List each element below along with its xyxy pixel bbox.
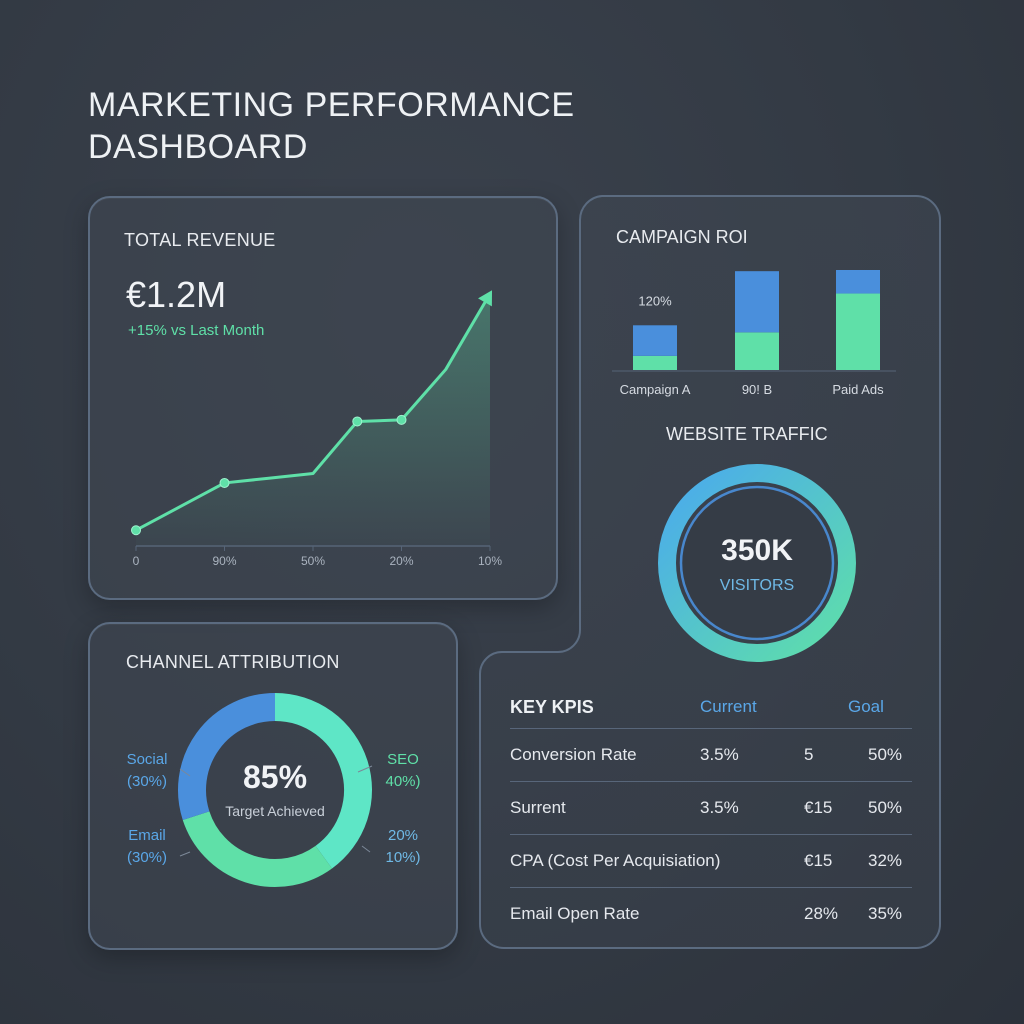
channel-attribution-card: CHANNEL ATTRIBUTION 85% Target Achieved So… <box>88 622 458 950</box>
kpi-goal: 50% <box>868 745 903 764</box>
traffic-ring-outer <box>658 464 856 662</box>
revenue-area-fill <box>136 293 490 546</box>
kpi-table-title: KEY KPIS <box>510 697 594 717</box>
revenue-x-tick-label: 90% <box>212 554 236 568</box>
channel-attribution-donut: 85% Target Achieved Social (30%) Email (30%) S… <box>127 693 421 887</box>
roi-category-label: Campaign A <box>620 382 691 397</box>
roi-bar-segment <box>633 325 677 356</box>
revenue-x-tick-label: 0 <box>133 554 140 568</box>
channel-label: 20% <box>388 827 418 844</box>
roi-bar-segment <box>836 293 880 370</box>
donut-center-label: Target Achieved <box>225 803 325 819</box>
kpi-mid: 5 <box>804 745 814 764</box>
donut-slice <box>182 810 333 887</box>
page-title: MARKETING PERFORMANCE DASHBOARD <box>88 84 688 168</box>
revenue-x-tick-label: 10% <box>478 554 502 568</box>
roi-bar-segment <box>735 271 779 333</box>
roi-bar-segment <box>836 270 880 294</box>
roi-bar-segment <box>633 355 677 370</box>
channel-attribution-title: CHANNEL ATTRIBUTION <box>126 652 340 672</box>
revenue-x-tick-label: 20% <box>389 554 413 568</box>
kpi-name: Conversion Rate <box>510 745 637 764</box>
revenue-data-point <box>352 416 363 427</box>
kpi-row: CPA (Cost Per Acquisiation) €15 32% <box>510 835 912 888</box>
kpi-row: Email Open Rate 28% 35% <box>510 888 912 940</box>
channel-label: Email <box>128 827 166 844</box>
traffic-value: 350K <box>721 534 793 567</box>
channel-label-percent: (30%) <box>127 773 167 790</box>
kpi-name: Email Open Rate <box>510 904 640 923</box>
revenue-series-line <box>134 292 492 532</box>
channel-leader-line <box>361 845 371 853</box>
total-revenue-value: €1.2M <box>126 274 227 315</box>
campaign-roi-bar-chart: 120%Campaign A920%90! B180%Paid Ads <box>612 270 896 397</box>
revenue-change-label: +15% vs Last Month <box>128 322 265 339</box>
channel-label-percent: (30%) <box>127 849 167 866</box>
traffic-label: VISITORS <box>720 577 794 594</box>
channel-label: SEO <box>387 751 419 768</box>
channel-label-percent: 10%) <box>385 849 420 866</box>
kpi-mid: €15 <box>804 798 833 817</box>
revenue-arrow-head <box>478 290 493 307</box>
website-traffic-title: WEBSITE TRAFFIC <box>666 424 828 444</box>
kpi-mid: 28% <box>804 904 839 923</box>
traffic-ring-inner-fill <box>681 487 833 639</box>
revenue-x-tick-label: 50% <box>301 554 325 568</box>
roi-value-label: 120% <box>638 293 672 308</box>
website-traffic-ring: 350K VISITORS <box>658 464 856 662</box>
kpi-mid: €15 <box>804 851 833 870</box>
kpi-name: Surrent <box>510 798 566 817</box>
donut-slice <box>274 693 372 869</box>
total-revenue-card: TOTAL REVENUE €1.2M +15% vs Last Month 0… <box>88 196 558 600</box>
kpi-current: 3.5% <box>700 798 739 817</box>
kpi-goal: 35% <box>868 904 903 923</box>
channel-leader-line <box>357 765 373 773</box>
channel-label: Social <box>127 751 168 768</box>
total-revenue-title: TOTAL REVENUE <box>124 230 276 250</box>
kpi-col-goal: Goal <box>848 697 884 716</box>
revenue-data-point <box>131 525 141 536</box>
revenue-data-point <box>396 414 407 425</box>
kpi-row: Conversion Rate 3.5% 5 50% <box>510 729 912 782</box>
channel-leader-line <box>179 768 191 777</box>
campaign-roi-title: CAMPAIGN ROI <box>616 227 748 247</box>
revenue-area-chart: 0 90% 50% 20% 10% <box>131 290 502 568</box>
roi-category-label: Paid Ads <box>832 382 884 397</box>
kpi-current: 3.5% <box>700 745 739 764</box>
page-title-line-2: DASHBOARD <box>88 128 308 166</box>
roi-bar-segment <box>735 332 779 370</box>
kpi-name: CPA (Cost Per Acquisiation) <box>510 851 721 870</box>
donut-slice <box>178 693 276 820</box>
kpi-col-current: Current <box>700 697 757 716</box>
channel-label-percent: 40%) <box>385 773 420 790</box>
kpi-goal: 50% <box>868 798 903 817</box>
traffic-ring-inner <box>679 485 835 641</box>
page-title-line-1: MARKETING PERFORMANCE <box>88 86 575 124</box>
kpi-table-header: KEY KPIS Current Goal <box>510 690 912 729</box>
roi-category-label: 90! B <box>742 382 772 397</box>
revenue-data-point <box>219 477 230 488</box>
donut-center-value: 85% <box>243 759 307 795</box>
key-kpis-table: KEY KPIS Current Goal Conversion Rate 3.… <box>510 690 912 940</box>
kpi-goal: 32% <box>868 851 903 870</box>
kpi-row: Surrent 3.5% €15 50% <box>510 782 912 835</box>
channel-leader-line <box>179 851 191 857</box>
